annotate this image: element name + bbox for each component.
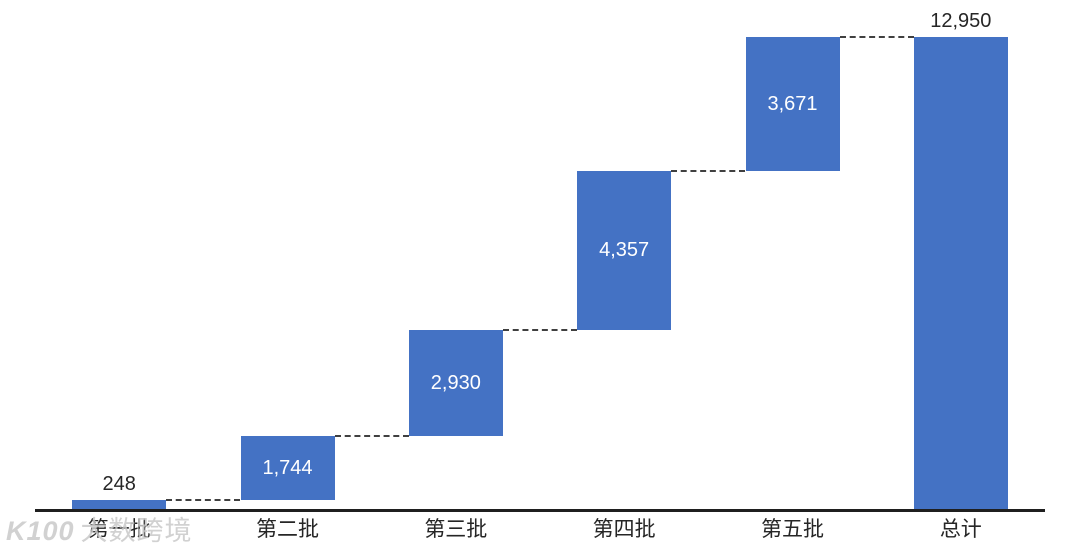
waterfall-bar-1 [72, 499, 167, 509]
watermark-logo: K100 [6, 516, 75, 546]
waterfall-bar-6 [913, 37, 1008, 509]
waterfall-bar-3 [408, 329, 503, 437]
x-axis-label-2: 第二批 [255, 518, 319, 541]
x-axis-label-1: 第一批 [87, 518, 151, 541]
connector-line-5 [839, 36, 914, 38]
waterfall-bar-4 [577, 170, 672, 330]
data-label-2: 1,744 [262, 457, 313, 480]
x-axis-label-4: 第四批 [592, 518, 656, 541]
x-axis-line [35, 509, 1045, 512]
connector-line-2 [334, 435, 409, 438]
connector-line-1 [166, 498, 241, 501]
watermark: K100 大数跨境 [6, 514, 193, 548]
waterfall-bar-2 [240, 436, 335, 500]
data-label-5: 3,671 [767, 92, 818, 115]
data-label-4: 4,357 [599, 239, 650, 262]
x-axis-label-5: 第五批 [760, 518, 824, 541]
data-label-3: 2,930 [430, 371, 481, 394]
connector-line-4 [671, 169, 746, 172]
data-label-6: 12,950 [930, 10, 992, 32]
data-label-1: 248 [102, 472, 136, 495]
watermark-text: 大数跨境 [80, 516, 193, 546]
connector-line-3 [502, 328, 578, 331]
x-axis-label-6: 总计 [939, 518, 982, 541]
waterfall-bar-5 [745, 37, 840, 171]
x-axis-label-3: 第三批 [424, 518, 488, 541]
